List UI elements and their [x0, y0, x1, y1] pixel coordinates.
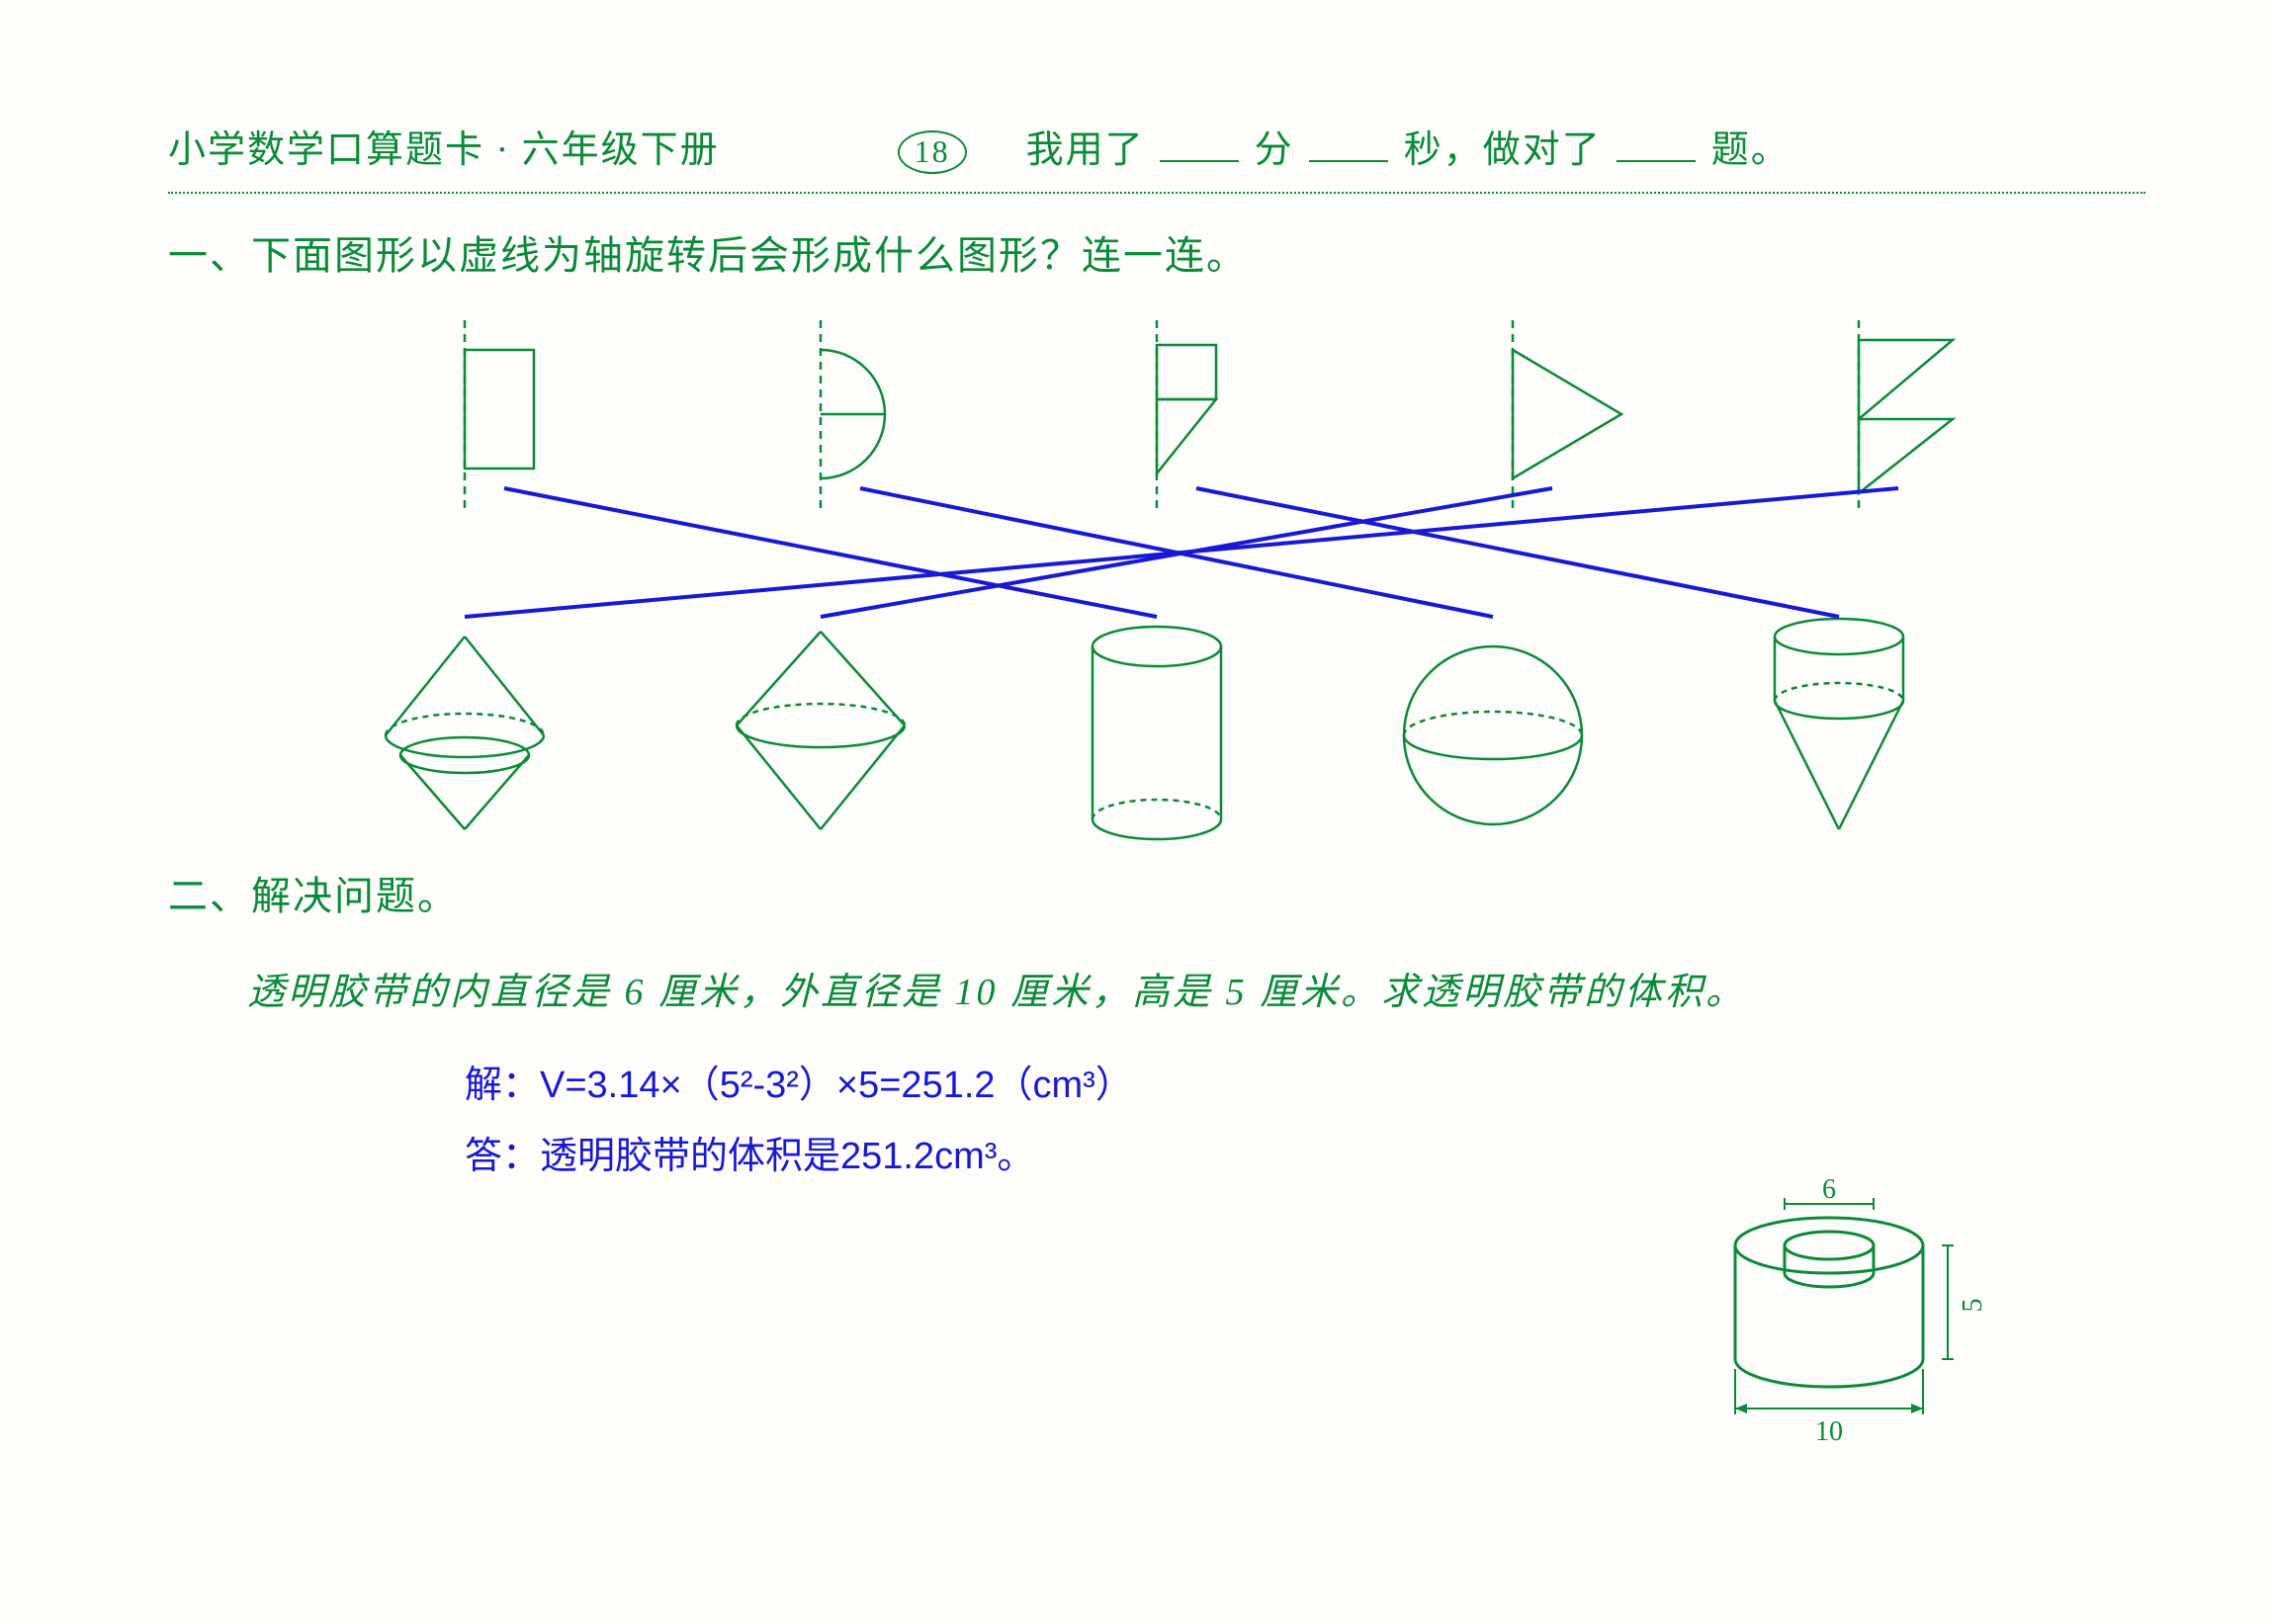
solid-cylinder: [1092, 627, 1221, 839]
page-number: 18: [915, 133, 950, 170]
svg-text:5: 5: [1958, 1299, 1988, 1313]
question-2-answer: 解：V=3.14×（5²-3²）×5=251.2（cm³） 答：透明胶带的体积是…: [465, 1050, 2145, 1192]
page-number-badge: 18: [898, 130, 967, 174]
shape-rectangle: [465, 320, 534, 508]
page-header: 小学数学口算题卡 · 六年级下册 18 我用了 分 秒，做对了 题。: [168, 119, 2145, 174]
solid-cylinder-cone: [1775, 619, 1903, 829]
connection-line: [504, 488, 1157, 617]
question-1-diagram: [297, 310, 2037, 834]
rotation-shapes-svg: [297, 310, 2037, 834]
shape-semicircle: [821, 320, 885, 508]
shape-two-triangles: [1859, 320, 1953, 508]
seconds-blank[interactable]: [1309, 121, 1388, 162]
minutes-blank[interactable]: [1160, 121, 1239, 162]
question-1-label: 一、下面图形以虚线为轴旋转后会形成什么图形？连一连。: [168, 223, 2145, 281]
tape-diagram: 6510: [1710, 1186, 1987, 1463]
svg-text:6: 6: [1822, 1174, 1836, 1205]
question-2-text: 透明胶带的内直径是 6 厘米，外直径是 10 厘米，高是 5 厘米。求透明胶带的…: [247, 961, 2145, 1015]
connection-line: [465, 488, 1898, 617]
worksheet-page: 小学数学口算题卡 · 六年级下册 18 我用了 分 秒，做对了 题。 一、下面图…: [168, 119, 2145, 1192]
shape-triangle: [1513, 320, 1621, 508]
solid-bicone: [737, 632, 905, 829]
shape-rect-triangle: [1157, 320, 1216, 508]
connection-line: [1196, 488, 1839, 617]
correct-blank[interactable]: [1617, 121, 1696, 162]
book-title: 小学数学口算题卡 · 六年级下册: [168, 119, 720, 173]
header-divider: [168, 192, 2145, 194]
svg-text:10: 10: [1815, 1416, 1843, 1447]
solid-double-cone-stack: [386, 637, 544, 829]
answer-line-2: 答：透明胶带的体积是251.2cm³。: [465, 1121, 2145, 1192]
timer-text: 我用了 分 秒，做对了 题。: [1026, 119, 1791, 173]
answer-line-1: 解：V=3.14×（5²-3²）×5=251.2（cm³）: [465, 1050, 2145, 1121]
solid-sphere: [1404, 646, 1582, 824]
question-2-label: 二、解决问题。: [168, 864, 2145, 921]
tape-svg: 6510: [1710, 1186, 1987, 1463]
